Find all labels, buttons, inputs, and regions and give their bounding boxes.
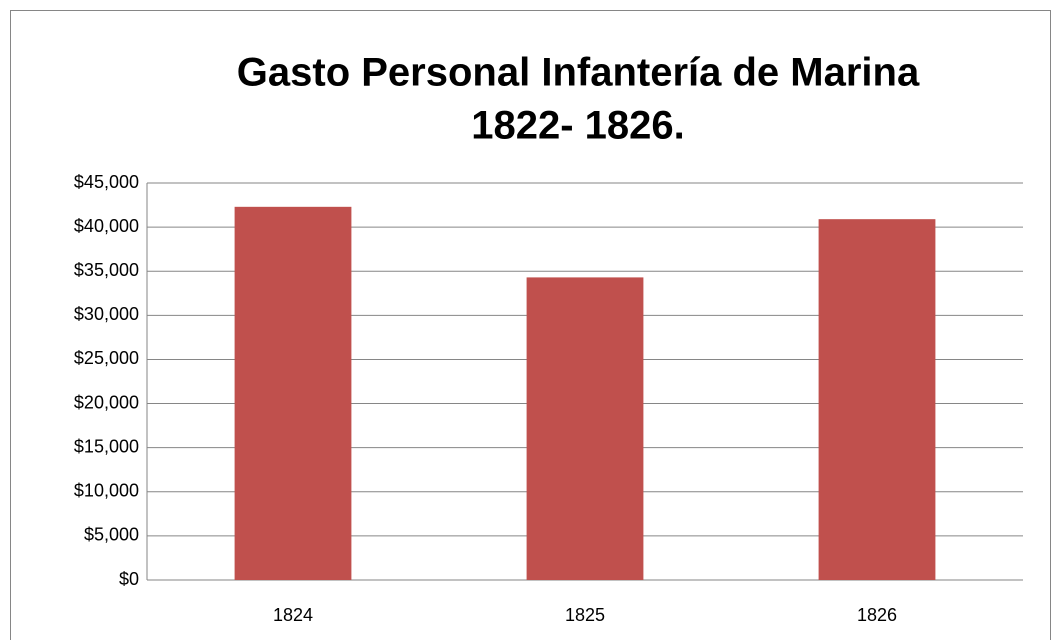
y-tick-label: $0 [119, 569, 139, 589]
y-tick-label: $5,000 [84, 525, 139, 545]
y-tick-label: $45,000 [74, 172, 139, 192]
chart-title: Gasto Personal Infantería de Marina [237, 51, 920, 95]
x-tick-label: 1824 [273, 605, 313, 625]
y-tick-label: $30,000 [74, 304, 139, 324]
x-tick-label: 1825 [565, 605, 605, 625]
chart-title: 1822- 1826. [471, 104, 685, 148]
y-tick-label: $10,000 [74, 481, 139, 501]
y-tick-label: $20,000 [74, 392, 139, 412]
y-tick-label: $35,000 [74, 260, 139, 280]
x-tick-label: 1826 [857, 605, 897, 625]
bar [818, 219, 936, 580]
bar [234, 206, 352, 580]
bar [526, 277, 644, 580]
y-tick-label: $15,000 [74, 436, 139, 456]
y-tick-label: $40,000 [74, 216, 139, 236]
y-tick-label: $25,000 [74, 348, 139, 368]
